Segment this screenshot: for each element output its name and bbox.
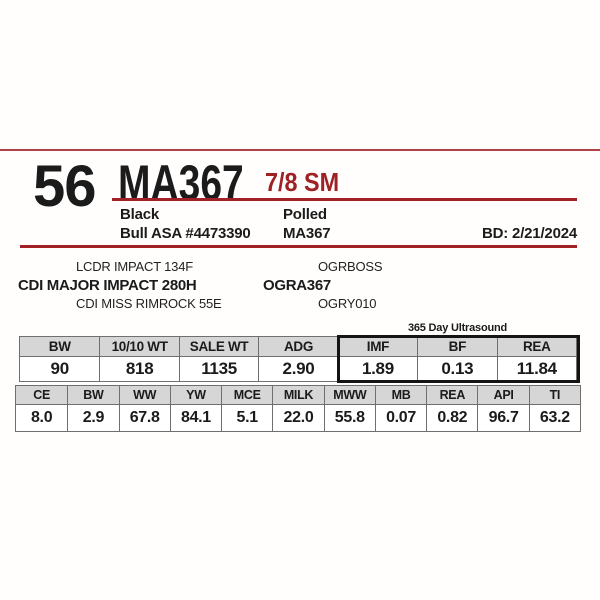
epd-header-cell: MB (374, 386, 427, 405)
perf-header-cell: BF (417, 337, 497, 357)
perf-header-cell: REA (496, 337, 576, 357)
pedigree-dam-dam: OGRY010 (318, 296, 377, 311)
epd-header-cell: BW (67, 386, 119, 405)
ultrasound-label: 365 Day Ultrasound (407, 322, 508, 334)
perf-header-cell: IMF (337, 337, 418, 357)
perf-value-cell: 11.84 (496, 357, 576, 381)
perf-value-cell: 0.13 (417, 357, 496, 381)
epd-value-cell: 55.8 (323, 405, 375, 431)
epd-header-cell: REA (426, 386, 478, 405)
epd-value-cell: 0.82 (426, 405, 477, 431)
perf-value-cell: 90 (50, 359, 70, 378)
epd-value-cell: 67.8 (118, 405, 170, 431)
pedigree-dam: OGRA367 (263, 277, 331, 294)
epd-header-cell: YW (169, 386, 222, 405)
epd-header-cell: MCE (221, 386, 273, 405)
epd-value-cell: 84.1 (169, 405, 221, 431)
pedigree-sire-dam: CDI MISS RIMROCK 55E (76, 296, 222, 311)
epd-header-cell: CE (16, 386, 68, 405)
pedigree-dam-sire: OGRBOSS (318, 259, 383, 274)
perf-header-cell: BW (20, 337, 100, 357)
epd-value-cell: 5.1 (221, 405, 272, 431)
registration: Bull ASA #4473390 (120, 225, 251, 242)
tattoo: MA367 (283, 225, 331, 242)
pedigree-sire-sire: LCDR IMPACT 134F (76, 259, 193, 274)
epd-value-cell: 2.9 (67, 405, 118, 431)
perf-header-cell: 10/10 WT (99, 337, 179, 357)
epd-header-cell: TI (528, 386, 580, 405)
epd-value-cell: 0.07 (374, 405, 426, 431)
epd-value-cell: 22.0 (272, 405, 323, 431)
birth-date: BD: 2/21/2024 (482, 225, 577, 242)
epd-value-cell: 63.2 (528, 405, 580, 431)
pedigree-sire: CDI MAJOR IMPACT 280H (18, 277, 197, 294)
perf-header-cell: SALE WT (178, 337, 259, 357)
title-underline (112, 198, 577, 201)
epd-header-cell: MWW (323, 386, 375, 405)
epd-value-cell: 8.0 (30, 409, 53, 426)
horn-status: Polled (283, 206, 327, 223)
perf-value-cell: 1135 (178, 357, 258, 381)
perf-value-cell: 2.90 (258, 357, 337, 381)
perf-value-cell: 1.89 (337, 357, 417, 381)
epd-table: CE BW WW YW MCE MILK MWW MB REA API TI 8… (15, 385, 581, 432)
top-rule (0, 149, 600, 151)
breed-fraction: 7/8 SM (265, 167, 340, 197)
epd-header-cell: MILK (272, 386, 324, 405)
performance-table: BW 10/10 WT SALE WT ADG IMF BF REA 90 81… (19, 335, 580, 383)
epd-header-cell: API (477, 386, 529, 405)
epd-value-cell: 96.7 (477, 405, 528, 431)
coat-color: Black (120, 206, 160, 223)
epd-header-cell: WW (118, 386, 170, 405)
lot-number: 56 (33, 154, 97, 219)
perf-value-cell: 818 (99, 357, 178, 381)
header-bottom-rule (20, 245, 577, 248)
perf-header-cell: ADG (258, 337, 338, 357)
